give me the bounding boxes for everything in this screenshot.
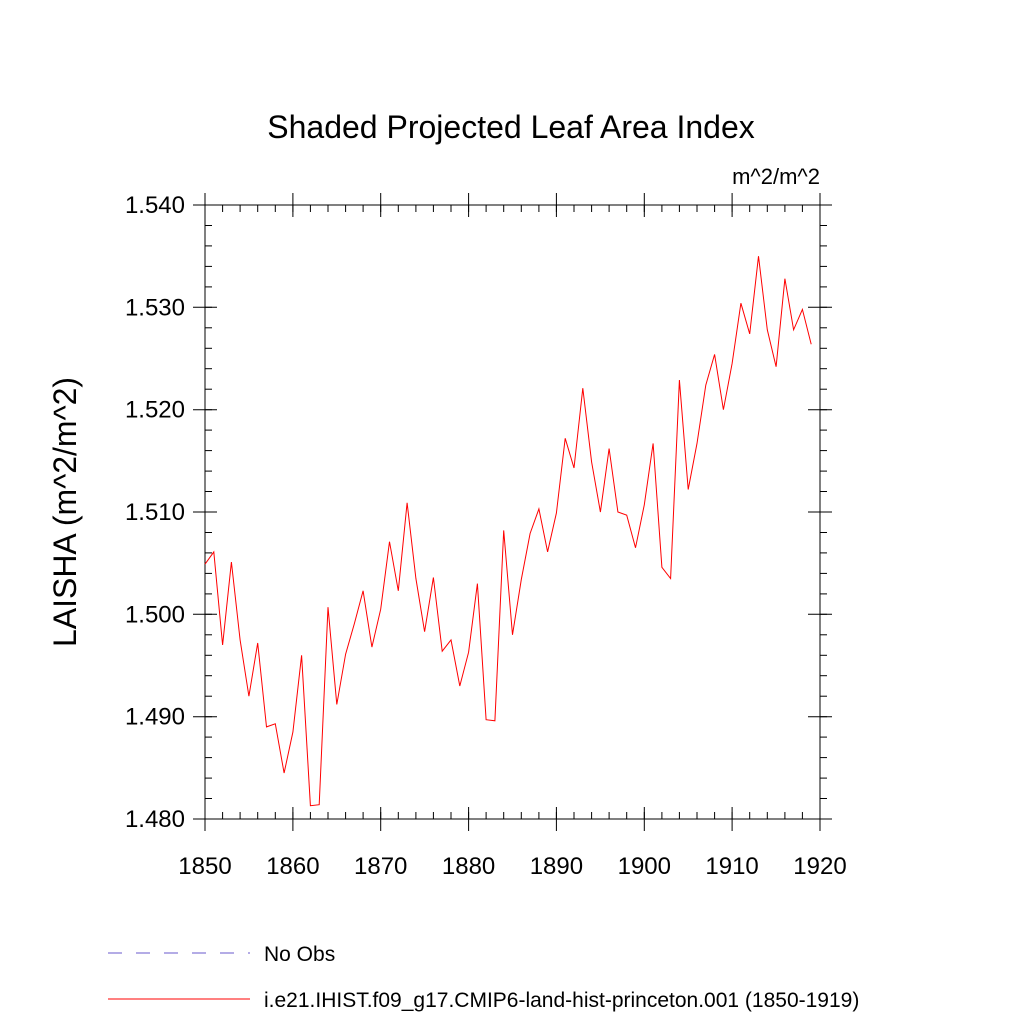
- x-tick-label: 1870: [354, 853, 407, 880]
- legend-label: i.e21.IHIST.f09_g17.CMIP6-land-hist-prin…: [264, 989, 859, 1012]
- legend-label: No Obs: [264, 943, 335, 966]
- legend: No Obs i.e21.IHIST.f09_g17.CMIP6-land-his…: [108, 943, 859, 1012]
- y-tick-label: 1.530: [125, 294, 185, 321]
- units-label: m^2/m^2: [732, 164, 820, 189]
- x-tick-label: 1850: [178, 853, 231, 880]
- x-tick-label: 1860: [266, 853, 319, 880]
- y-tick-label: 1.490: [125, 704, 185, 731]
- y-axis-title: LAISHA (m^2/m^2): [47, 377, 83, 647]
- x-axis: 1850 1860 1870 1880 1890 1900 1910 1920: [178, 193, 847, 880]
- y-tick-label: 1.520: [125, 397, 185, 424]
- y-tick-label: 1.540: [125, 192, 185, 219]
- x-tick-label: 1890: [530, 853, 583, 880]
- y-axis: 1.480 1.490 1.500 1.510 1.520 1.530 1.540: [125, 192, 832, 833]
- x-tick-label: 1900: [618, 853, 671, 880]
- x-tick-label: 1920: [793, 853, 846, 880]
- x-tick-label: 1880: [442, 853, 495, 880]
- x-tick-label: 1910: [705, 853, 758, 880]
- series-layer: [204, 256, 812, 807]
- y-tick-label: 1.480: [125, 806, 185, 833]
- y-tick-label: 1.510: [125, 499, 185, 526]
- series-line: [204, 256, 812, 807]
- y-tick-label: 1.500: [125, 601, 185, 628]
- chart-title: Shaded Projected Leaf Area Index: [267, 109, 754, 145]
- plot-frame: [204, 204, 821, 820]
